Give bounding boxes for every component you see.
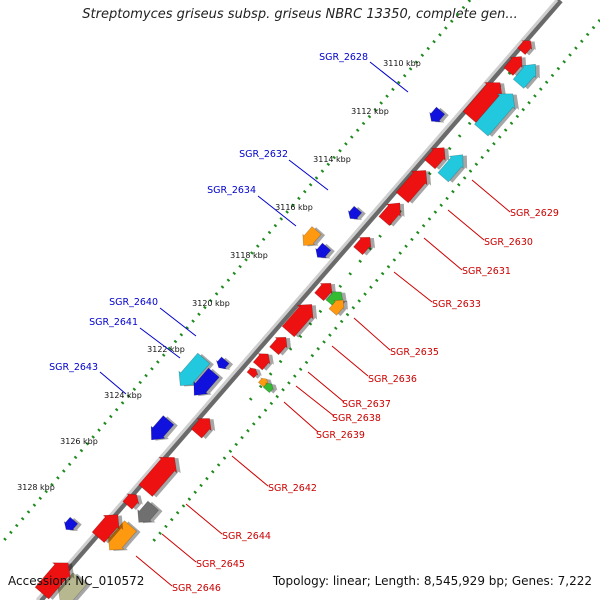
gene-label-sgr_2642[interactable]: SGR_2642 bbox=[268, 483, 317, 494]
reverse-track-dots bbox=[0, 0, 472, 546]
leader-line-sgr_2641 bbox=[139, 327, 181, 359]
scale-tick-label: 3118 kbp bbox=[230, 251, 268, 260]
leader-line-sgr_2636 bbox=[331, 345, 369, 377]
gene-arrow-8[interactable] bbox=[150, 415, 175, 441]
gene-label-sgr_2641[interactable]: SGR_2641 bbox=[89, 317, 138, 328]
leader-line-sgr_2628 bbox=[369, 61, 409, 93]
topology-text: Topology: linear; Length: 8,545,929 bp; … bbox=[272, 574, 592, 588]
scale-tick-label: 3120 kbp bbox=[192, 299, 230, 308]
gene-label-sgr_2630[interactable]: SGR_2630 bbox=[484, 237, 533, 248]
gene-arrow-1[interactable] bbox=[429, 106, 446, 123]
gene-arrow-29[interactable] bbox=[34, 562, 71, 600]
gene-label-sgr_2644[interactable]: SGR_2644 bbox=[222, 531, 271, 542]
gene-arrow-21[interactable] bbox=[281, 304, 314, 338]
gene-arrow-26[interactable] bbox=[138, 456, 178, 497]
leader-line-sgr_2640 bbox=[159, 307, 197, 337]
gene-arrow-11[interactable] bbox=[107, 520, 137, 551]
scale-tick-label: 3122 kbp bbox=[147, 345, 185, 354]
gene-label-sgr_2646[interactable]: SGR_2646 bbox=[172, 583, 221, 594]
scale-tick-label: 3112 kbp bbox=[351, 107, 389, 116]
gene-arrow-2[interactable] bbox=[347, 205, 363, 220]
forward-track-dots bbox=[148, 19, 600, 546]
leader-line-sgr_2645 bbox=[161, 533, 197, 563]
gene-arrow-19[interactable] bbox=[353, 236, 372, 256]
gene-arrow-24[interactable] bbox=[246, 367, 259, 379]
gene-arrow-9[interactable] bbox=[63, 516, 79, 531]
leader-line-sgr_2633 bbox=[393, 271, 433, 303]
gene-arrow-10[interactable] bbox=[137, 500, 159, 523]
backbone bbox=[35, 0, 559, 600]
gene-label-sgr_2638[interactable]: SGR_2638 bbox=[332, 413, 381, 424]
gene-label-sgr_2643[interactable]: SGR_2643 bbox=[49, 362, 98, 373]
gene-label-sgr_2639[interactable]: SGR_2639 bbox=[316, 430, 365, 441]
gene-arrow-32[interactable] bbox=[437, 154, 464, 183]
leader-line-sgr_2638 bbox=[295, 385, 335, 417]
gene-arrow-6[interactable] bbox=[178, 352, 211, 386]
scale-tick-label: 3124 kbp bbox=[104, 391, 142, 400]
gene-arrow-25[interactable] bbox=[190, 418, 212, 439]
gene-arrow-30[interactable] bbox=[512, 63, 537, 89]
gene-arrow-16[interactable] bbox=[424, 147, 446, 170]
gene-label-sgr_2632[interactable]: SGR_2632 bbox=[239, 149, 288, 160]
gene-arrow-5[interactable] bbox=[215, 356, 230, 370]
leader-line-sgr_2630 bbox=[447, 209, 485, 241]
leader-line-sgr_2629 bbox=[471, 179, 511, 213]
accession-text: Accession: NC_010572 bbox=[8, 574, 145, 588]
leader-line-sgr_2631 bbox=[423, 237, 463, 271]
scale-tick-label: 3126 kbp bbox=[60, 437, 98, 446]
scale-tick-label: 3128 kbp bbox=[17, 483, 55, 492]
gene-arrow-4[interactable] bbox=[315, 242, 332, 259]
gene-label-sgr_2637[interactable]: SGR_2637 bbox=[342, 399, 391, 410]
gene-label-sgr_2634[interactable]: SGR_2634 bbox=[207, 185, 256, 196]
gene-label-sgr_2629[interactable]: SGR_2629 bbox=[510, 208, 559, 219]
gene-arrow-7[interactable] bbox=[193, 367, 220, 396]
leader-line-sgr_2643 bbox=[99, 371, 127, 395]
gene-arrow-14[interactable] bbox=[503, 56, 523, 76]
gene-label-sgr_2631[interactable]: SGR_2631 bbox=[462, 266, 511, 277]
gene-arrow-34[interactable] bbox=[328, 299, 345, 316]
leader-line-sgr_2635 bbox=[353, 317, 391, 351]
leader-line-sgr_2639 bbox=[283, 401, 319, 433]
scale-tick-label: 3114 kbp bbox=[313, 155, 351, 164]
gene-arrow-17[interactable] bbox=[395, 170, 428, 204]
gene-label-sgr_2635[interactable]: SGR_2635 bbox=[390, 347, 439, 358]
gene-arrow-13[interactable] bbox=[517, 40, 533, 55]
leader-line-sgr_2634 bbox=[257, 195, 297, 227]
gene-arrow-23[interactable] bbox=[252, 353, 271, 371]
scale-tick-label: 3110 kbp bbox=[383, 59, 421, 68]
gene-arrow-36[interactable] bbox=[262, 382, 275, 394]
gene-label-sgr_2628[interactable]: SGR_2628 bbox=[319, 52, 368, 63]
gene-arrow-3[interactable] bbox=[302, 226, 322, 246]
gene-label-sgr_2636[interactable]: SGR_2636 bbox=[368, 374, 417, 385]
gene-arrow-22[interactable] bbox=[269, 336, 288, 356]
gene-label-sgr_2633[interactable]: SGR_2633 bbox=[432, 299, 481, 310]
gene-arrow-31[interactable] bbox=[474, 93, 516, 137]
leader-line-sgr_2637 bbox=[307, 371, 345, 403]
gene-arrow-20[interactable] bbox=[314, 282, 333, 302]
scale-tick-label: 3116 kbp bbox=[275, 203, 313, 212]
leader-line-sgr_2644 bbox=[185, 503, 223, 535]
map-title: Streptomyces griseus subsp. griseus NBRC… bbox=[82, 7, 518, 22]
gene-label-sgr_2640[interactable]: SGR_2640 bbox=[109, 297, 158, 308]
leader-line-sgr_2646 bbox=[135, 555, 173, 587]
gene-arrow-18[interactable] bbox=[378, 202, 401, 227]
gene-arrow-28[interactable] bbox=[91, 514, 120, 544]
leader-line-sgr_2632 bbox=[288, 159, 329, 191]
gene-arrow-27[interactable] bbox=[122, 493, 140, 510]
leader-line-sgr_2642 bbox=[231, 455, 269, 487]
gene-label-sgr_2645[interactable]: SGR_2645 bbox=[196, 559, 245, 570]
